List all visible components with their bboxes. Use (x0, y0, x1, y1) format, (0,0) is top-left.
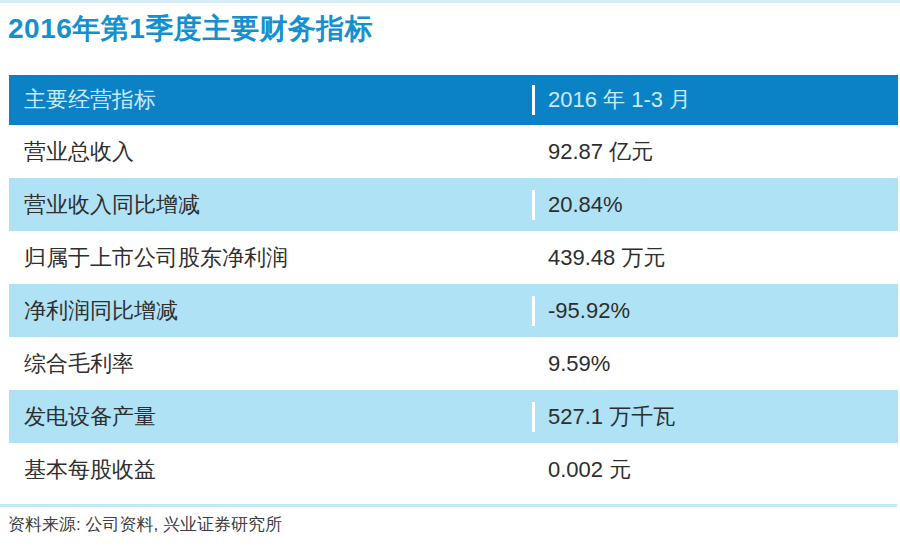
table-row: 营业总收入 92.87 亿元 (9, 125, 898, 178)
indicator-value-cell: -95.92% (535, 298, 898, 324)
table-header-row: 主要经营指标 2016 年 1-3 月 (9, 75, 898, 125)
indicator-label-cell: 基本每股收益 (9, 455, 535, 485)
indicator-value-cell: 92.87 亿元 (535, 137, 898, 167)
indicator-label-cell: 综合毛利率 (9, 349, 535, 379)
footer-divider-rule (0, 504, 897, 507)
table-row: 发电设备产量 527.1 万千瓦 (9, 390, 898, 443)
table-header-indicator: 主要经营指标 (9, 85, 535, 115)
financial-indicators-figure: 2016年第1季度主要财务指标 主要经营指标 2016 年 1-3 月 营业总收… (0, 0, 900, 556)
table-row: 归属于上市公司股东净利润 439.48 万元 (9, 231, 898, 284)
indicator-value-cell: 439.48 万元 (535, 243, 898, 273)
table-row: 综合毛利率 9.59% (9, 337, 898, 390)
indicator-label-cell: 净利润同比增减 (9, 296, 535, 326)
indicator-label-cell: 发电设备产量 (9, 402, 535, 432)
indicator-value-cell: 527.1 万千瓦 (535, 402, 898, 432)
financial-indicators-table: 主要经营指标 2016 年 1-3 月 营业总收入 92.87 亿元 营业收入同… (9, 75, 898, 496)
indicator-label-cell: 营业收入同比增减 (9, 190, 535, 220)
table-row: 营业收入同比增减 20.84% (9, 178, 898, 231)
page-title: 2016年第1季度主要财务指标 (8, 10, 373, 48)
table-row: 净利润同比增减 -95.92% (9, 284, 898, 337)
indicator-value-cell: 20.84% (535, 192, 898, 218)
top-divider-rule (0, 0, 900, 3)
indicator-value-cell: 9.59% (535, 351, 898, 377)
indicator-label-cell: 营业总收入 (9, 137, 535, 167)
source-note: 资料来源: 公司资料, 兴业证券研究所 (8, 513, 282, 536)
indicator-label-cell: 归属于上市公司股东净利润 (9, 243, 535, 273)
table-row: 基本每股收益 0.002 元 (9, 443, 898, 496)
indicator-value-cell: 0.002 元 (535, 455, 898, 485)
table-header-period: 2016 年 1-3 月 (535, 85, 898, 115)
